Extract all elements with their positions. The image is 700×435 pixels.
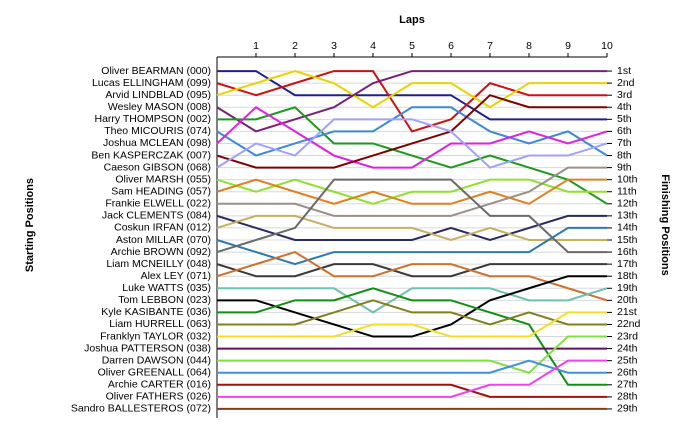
lap-line (217, 335, 607, 374)
legend-label: Wesley MASON (008) (108, 101, 211, 113)
y-tick-label: 23rd (617, 330, 638, 342)
lap-line (216, 94, 607, 169)
legend-label: Liam MCNEILLY (048) (106, 258, 211, 270)
chart-title: Laps (399, 14, 425, 26)
y-tick-label: 3rd (617, 89, 632, 101)
y-tick-label: 13th (617, 210, 638, 222)
legend-label: Alex LEY (071) (141, 270, 211, 282)
lap-line (217, 311, 607, 338)
lap-line (217, 166, 607, 217)
y-tick-label: 8th (617, 149, 632, 161)
lap-line (217, 106, 608, 205)
legend-label: Harry THOMPSON (002) (95, 113, 212, 125)
y-tick-label: 11th (617, 186, 637, 198)
lap-line (217, 275, 607, 338)
legend-label: Sandro BALLESTEROS (072) (71, 403, 211, 415)
lap-line (217, 299, 607, 326)
y-tick-label: 24th (617, 342, 638, 354)
y-tick-label: 14th (617, 222, 638, 234)
legend-label: Oliver BEARMAN (000) (101, 65, 211, 77)
legend-label: Lucas ELLINGHAM (099) (92, 77, 211, 89)
lap-line (216, 214, 607, 242)
y-tick-label: 5th (617, 113, 632, 125)
y-tick-label: 26th (617, 367, 638, 379)
y-tick-label: 10th (617, 173, 638, 185)
x-tick-label: 2 (292, 40, 298, 52)
y-tick-label: 22nd (617, 318, 641, 330)
lap-line (216, 178, 607, 205)
y-tick-label: 9th (617, 161, 632, 173)
legend-label: Theo MICOURIS (074) (104, 125, 211, 137)
x-tick-label: 7 (487, 40, 493, 52)
legend-label: Oliver GREENALL (064) (98, 367, 211, 379)
legend-label: Luke WATTS (035) (122, 282, 211, 294)
legend-label: Arvid LINDBLAD (095) (105, 89, 211, 101)
x-tick-label: 3 (331, 40, 337, 52)
lap-line (217, 359, 607, 398)
legend-label: Coskun IRFAN (012) (114, 222, 211, 234)
y-tick-label: 25th (617, 354, 638, 366)
legend-label: Kyle KASIBANTE (036) (101, 306, 211, 318)
x-tick-label: 5 (409, 40, 415, 52)
y-axis-title-left: Starting Positions (24, 178, 36, 272)
legend-label: Joshua PATTERSON (038) (84, 342, 211, 354)
lap-line (216, 118, 608, 169)
x-tick-label: 6 (448, 40, 454, 52)
legend-label: Joshua MCLEAN (098) (103, 137, 211, 149)
legend-label: Oliver FATHERS (026) (106, 391, 211, 403)
legend-label: Aston MILLAR (070) (116, 234, 211, 246)
lap-line (216, 226, 607, 266)
y-tick-label: 28th (617, 391, 638, 403)
y-tick-label: 7th (617, 137, 632, 149)
y-tick-label: 1st (617, 65, 631, 77)
x-tick-label: 8 (526, 40, 532, 52)
y-tick-label: 4th (617, 101, 632, 113)
legend-label: Darren DAWSON (044) (102, 354, 211, 366)
y-tick-label: 21st (617, 306, 637, 318)
y-tick-label: 15th (617, 234, 638, 246)
y-tick-label: 12th (617, 198, 638, 210)
legend-label: Sam HEADING (057) (111, 186, 211, 198)
lap-line (217, 359, 607, 374)
lap-line (216, 70, 607, 133)
y-tick-label: 18th (617, 270, 638, 282)
y-tick-label: 6th (617, 125, 632, 137)
x-tick-label: 9 (565, 40, 571, 52)
lap-line (216, 106, 608, 157)
y-axis-title-right: Finishing Positions (659, 174, 671, 275)
lap-line (216, 214, 607, 242)
lap-line (216, 263, 607, 278)
x-tick-label: 4 (370, 40, 376, 52)
lap-line (216, 178, 607, 254)
y-tick-label: 16th (617, 246, 638, 258)
legend-label: Archie CARTER (016) (108, 379, 211, 391)
legend-label: Jack CLEMENTS (084) (102, 210, 211, 222)
lap-line (217, 287, 607, 386)
legend-label: Ben KASPERCZAK (007) (91, 149, 211, 161)
lap-line (216, 106, 608, 169)
y-tick-label: 29th (617, 403, 638, 415)
y-tick-label: 20th (617, 294, 638, 306)
x-tick-label: 1 (253, 40, 259, 52)
legend-label: Archie BROWN (092) (111, 246, 211, 258)
lap-line (217, 383, 607, 398)
legend-label: Franklyn TAYLOR (032) (100, 330, 211, 342)
legend-label: Tom LEBBON (023) (118, 294, 211, 306)
y-tick-label: 27th (617, 379, 638, 391)
legend-label: Oliver MARSH (055) (115, 173, 211, 185)
lap-line (217, 287, 608, 314)
legend-label: Frankie ELWELL (022) (105, 198, 211, 210)
lap-line (216, 250, 608, 302)
y-tick-label: 19th (617, 282, 638, 294)
x-tick-label: 10 (601, 40, 613, 52)
legend-label: Caeson GIBSON (068) (104, 161, 211, 173)
y-tick-label: 17th (617, 258, 638, 270)
lap-line (216, 70, 607, 109)
y-tick-label: 2nd (617, 77, 635, 89)
legend-label: Liam HURRELL (063) (109, 318, 211, 330)
